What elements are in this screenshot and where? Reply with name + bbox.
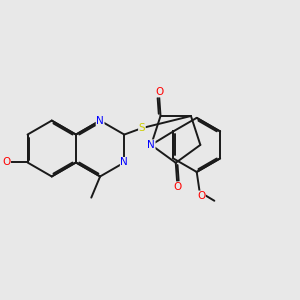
Text: N: N: [120, 158, 128, 167]
Text: S: S: [139, 123, 145, 133]
Text: O: O: [2, 158, 11, 167]
Text: O: O: [197, 191, 205, 201]
Text: O: O: [155, 87, 163, 97]
Text: N: N: [147, 140, 155, 150]
Text: O: O: [173, 182, 181, 192]
Text: N: N: [96, 116, 104, 126]
